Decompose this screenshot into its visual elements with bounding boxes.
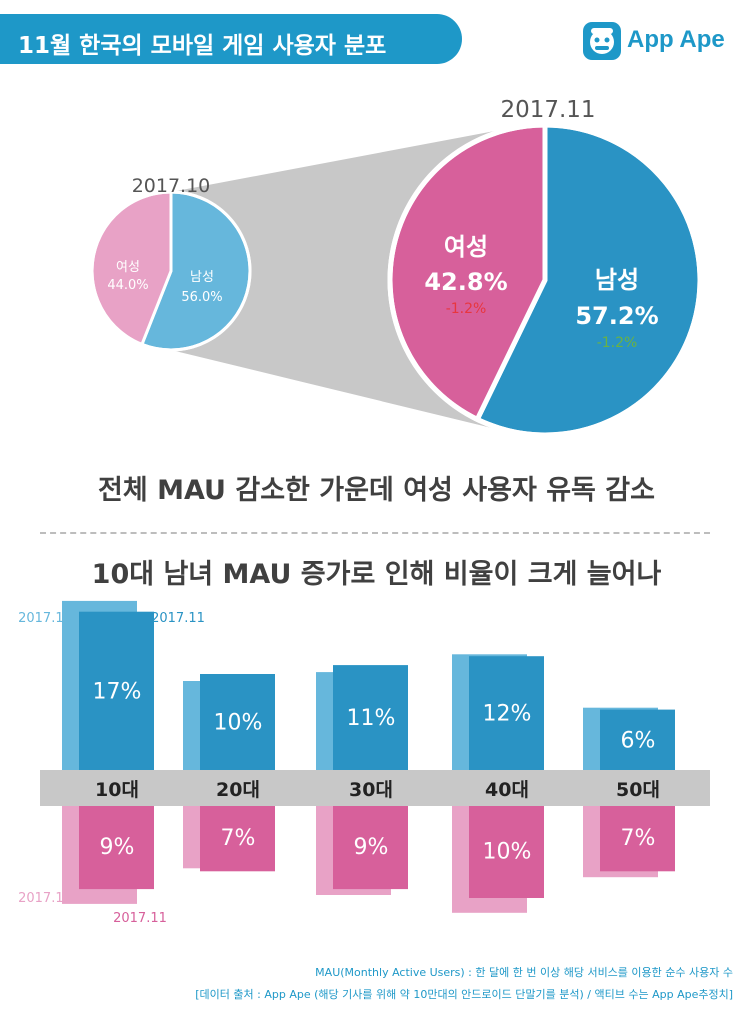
category-label: 20대	[216, 779, 260, 801]
bar-male-2017-11	[600, 709, 675, 770]
bar-label-female: 9%	[100, 835, 135, 860]
bar-label-male: 17%	[93, 679, 142, 704]
pie-value-male: 57.2%	[575, 302, 658, 330]
pie-label-male: 남성	[190, 270, 214, 285]
category-label: 50대	[616, 779, 660, 801]
pie-label-male: 남성	[595, 266, 639, 294]
bar-label-male: 10%	[214, 711, 263, 736]
pie-outline	[387, 122, 703, 438]
bar-label-female: 7%	[621, 826, 656, 851]
pie-title-2017-11: 2017.11	[500, 97, 595, 123]
series-label-male-2017-11: 2017.11	[151, 611, 205, 626]
bar-male-2017-11	[469, 656, 544, 770]
series-label-male-2017-10: 2017.10	[18, 611, 72, 626]
bar-label-female: 9%	[354, 835, 389, 860]
pie-outline	[90, 190, 252, 352]
bar-female-2017-11	[79, 806, 154, 890]
headline-1: 전체 MAU 감소한 가운데 여성 사용자 유독 감소	[98, 475, 655, 506]
headline-2: 10대 남녀 MAU 증가로 인해 비율이 크게 늘어나	[91, 559, 662, 590]
pie-label-female: 여성	[444, 233, 488, 261]
pie-value-male: 56.0%	[181, 290, 222, 305]
app-ape-logo: App Ape	[583, 20, 743, 64]
category-label: 10대	[95, 779, 139, 801]
logo-text: App Ape	[627, 26, 725, 53]
bar-label-female: 7%	[221, 826, 256, 851]
monkey-icon	[583, 22, 621, 60]
bar-female-2017-11	[333, 806, 408, 890]
bar-female-2017-11	[469, 806, 544, 898]
pie-value-female: 44.0%	[107, 278, 148, 293]
bar-female-2017-11	[600, 806, 675, 872]
bar-label-male: 11%	[347, 706, 396, 731]
bar-label-female: 10%	[483, 840, 532, 865]
series-label-female-2017-11: 2017.11	[113, 911, 167, 926]
pie-title-2017-10: 2017.10	[132, 175, 211, 197]
bar-female-2017-11	[200, 806, 275, 872]
pie-value-female: 42.8%	[424, 268, 507, 296]
bar-male-2017-11	[333, 665, 408, 770]
category-label: 30대	[349, 779, 393, 801]
footnote-mau: MAU(Monthly Active Users) : 한 달에 한 번 이상 …	[315, 966, 733, 979]
pie-change-female: -1.2%	[446, 301, 487, 317]
page-title: 11월 한국의 모바일 게임 사용자 분포	[18, 33, 387, 59]
series-label-female-2017-10: 2017.10	[18, 891, 72, 906]
footnote-source: [데이터 출처 : App Ape (해당 기사를 위해 약 10만대의 안드로…	[195, 988, 733, 1001]
gender-pie-charts: 2017.10 남성 56.0% 여성 44.0% 2017.11 남성 57.2% -1.2%…	[90, 97, 703, 438]
dashed-divider	[40, 532, 710, 534]
bar-male-2017-11	[79, 611, 154, 770]
bar-label-male: 12%	[483, 702, 532, 727]
bar-label-male: 6%	[621, 728, 656, 753]
category-label: 40대	[485, 779, 529, 801]
age-bar-chart: 17% 9% 10대 10% 7% 20대 11% 9% 30대 12% 10% 40대 6% 7% 50대…	[18, 600, 710, 926]
bar-male-2017-11	[200, 674, 275, 770]
title-banner: 11월 한국의 모바일 게임 사용자 분포	[0, 14, 462, 64]
pie-label-female: 여성	[116, 260, 140, 275]
category-band	[40, 770, 710, 806]
pie-change-male: -1.2%	[597, 335, 638, 351]
